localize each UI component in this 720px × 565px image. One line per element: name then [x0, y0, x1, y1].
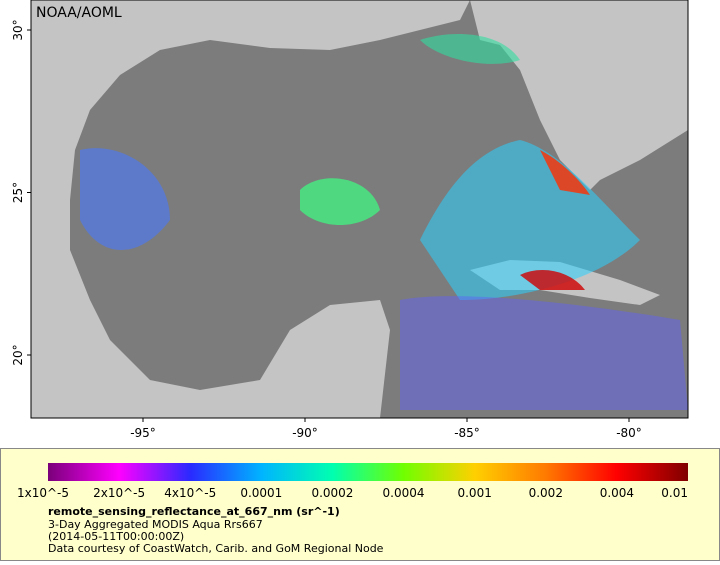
- colorbar-label: 0.004: [600, 486, 634, 500]
- colorbar-label: 0.01: [661, 486, 688, 500]
- colorbar-label: 0.001: [457, 486, 491, 500]
- lon-tick-label: -95°: [130, 426, 156, 440]
- colorbar-label: 0.0004: [383, 486, 425, 500]
- legend-variable: remote_sensing_reflectance_at_667_nm (sr…: [48, 505, 340, 518]
- land-florida: [470, 0, 688, 190]
- map-frame: [30, 0, 689, 419]
- colorbar-label: 2x10^-5: [93, 486, 145, 500]
- watermark: NOAA/AOML: [36, 5, 122, 21]
- reflectance-patch: [300, 178, 380, 225]
- reflectance-patch: [540, 150, 590, 195]
- colorbar-label: 0.0002: [311, 486, 353, 500]
- reflectance-patch: [80, 148, 170, 250]
- legend-line: 3-Day Aggregated MODIS Aqua Rrs667: [48, 518, 263, 531]
- reflectance-patch: [420, 140, 640, 300]
- colorbar: [48, 463, 688, 481]
- lon-tick-label: -80°: [616, 426, 642, 440]
- colorbar-label: 1x10^-5: [17, 486, 69, 500]
- colorbar-label: 0.002: [529, 486, 563, 500]
- lat-tick-label: 25°: [11, 182, 25, 203]
- land-west: [31, 0, 470, 418]
- colorbar-label: 4x10^-5: [164, 486, 216, 500]
- lon-tick-label: -90°: [292, 426, 318, 440]
- reflectance-patch: [400, 296, 688, 410]
- map-area: NOAA/AOML: [30, 0, 689, 419]
- lat-tick-label: 30°: [11, 19, 25, 40]
- legend-line: Data courtesy of CoastWatch, Carib. and …: [48, 542, 384, 555]
- colorbar-label: 0.0001: [240, 486, 282, 500]
- legend-line: (2014-05-11T00:00:00Z): [48, 530, 184, 543]
- lat-tick-label: 20°: [11, 344, 25, 365]
- reflectance-patch: [520, 270, 585, 290]
- reflectance-patch: [420, 34, 520, 64]
- lon-tick-label: -85°: [454, 426, 480, 440]
